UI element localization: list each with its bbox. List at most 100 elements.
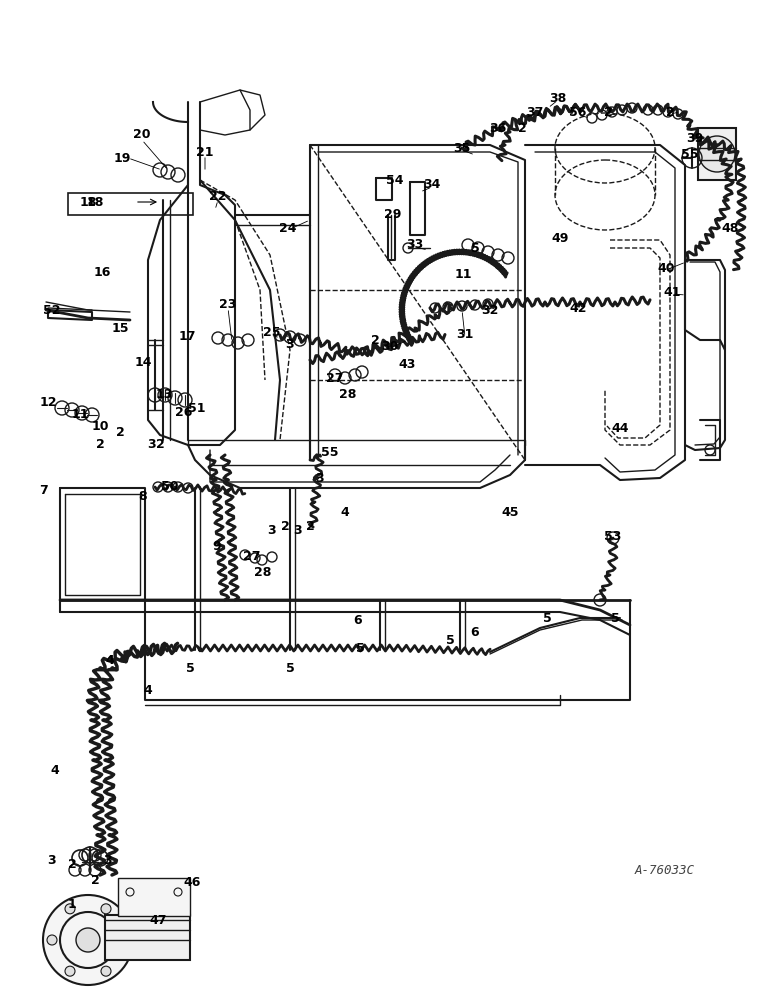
- Bar: [105, 915, 190, 960]
- Text: 11: 11: [71, 408, 89, 422]
- Text: 3: 3: [285, 338, 294, 352]
- Text: 42: 42: [569, 302, 587, 314]
- Text: 38: 38: [549, 92, 566, 104]
- Text: 30: 30: [381, 340, 399, 354]
- Text: 16: 16: [94, 265, 111, 278]
- Circle shape: [65, 904, 75, 914]
- Text: 25: 25: [264, 326, 281, 338]
- Text: 5: 5: [285, 662, 294, 674]
- Text: 49: 49: [551, 232, 569, 244]
- Bar: [118, 878, 190, 916]
- Text: 2: 2: [68, 858, 76, 871]
- Text: 6: 6: [353, 613, 363, 626]
- Text: 2: 2: [518, 121, 527, 134]
- Text: 27: 27: [326, 371, 344, 384]
- Text: 20: 20: [133, 128, 151, 141]
- Text: 2: 2: [665, 105, 675, 118]
- Text: 39: 39: [686, 131, 704, 144]
- Text: 36: 36: [489, 121, 507, 134]
- Text: 52: 52: [43, 304, 61, 316]
- Text: 12: 12: [39, 395, 57, 408]
- Text: 4: 4: [51, 764, 59, 776]
- Text: 5: 5: [356, 642, 364, 654]
- Text: 10: 10: [91, 420, 108, 434]
- Text: 4: 4: [144, 684, 152, 696]
- Text: 43: 43: [399, 359, 416, 371]
- Circle shape: [43, 895, 133, 985]
- Text: 54: 54: [386, 174, 404, 186]
- Text: 5: 5: [611, 611, 619, 624]
- Text: 45: 45: [502, 506, 519, 518]
- Bar: [68, 193, 193, 215]
- Circle shape: [101, 966, 111, 976]
- Text: 18: 18: [87, 196, 104, 209]
- Text: 29: 29: [385, 209, 402, 222]
- Text: 19: 19: [113, 151, 131, 164]
- Text: 56: 56: [569, 105, 587, 118]
- Text: 2: 2: [306, 520, 314, 534]
- Text: 3: 3: [147, 438, 156, 452]
- Text: 5: 5: [470, 241, 480, 254]
- Text: 2: 2: [370, 334, 379, 347]
- Text: 46: 46: [183, 876, 200, 890]
- Text: 44: 44: [612, 422, 629, 434]
- Text: 2: 2: [90, 874, 99, 886]
- Text: 2: 2: [115, 426, 124, 438]
- Text: 31: 31: [456, 328, 473, 342]
- Circle shape: [101, 904, 111, 914]
- Text: 50: 50: [161, 481, 179, 493]
- Text: 2: 2: [281, 520, 289, 534]
- Text: 21: 21: [197, 145, 214, 158]
- Text: 48: 48: [722, 222, 739, 234]
- Text: 32: 32: [481, 304, 498, 316]
- Text: 55: 55: [681, 148, 699, 161]
- Text: 8: 8: [139, 490, 147, 504]
- Text: 7: 7: [39, 484, 48, 496]
- Text: 22: 22: [209, 190, 227, 204]
- Text: 24: 24: [279, 222, 296, 234]
- Circle shape: [699, 136, 735, 172]
- Text: 53: 53: [604, 530, 622, 544]
- Text: 18: 18: [80, 196, 97, 209]
- Text: 28: 28: [254, 566, 271, 578]
- Text: 15: 15: [112, 322, 129, 334]
- Text: 28: 28: [339, 388, 356, 401]
- Text: 51: 51: [188, 401, 206, 414]
- Circle shape: [65, 966, 75, 976]
- Circle shape: [76, 928, 100, 952]
- Text: 33: 33: [406, 238, 424, 251]
- Text: 17: 17: [179, 330, 196, 344]
- Text: 1: 1: [68, 898, 76, 912]
- Text: 4: 4: [105, 654, 115, 666]
- Text: 4: 4: [341, 506, 349, 518]
- Text: 3: 3: [316, 472, 324, 485]
- Bar: [698, 128, 736, 180]
- Text: 26: 26: [176, 406, 193, 420]
- Text: 23: 23: [219, 298, 236, 312]
- Text: 3: 3: [48, 854, 56, 866]
- Text: 9: 9: [213, 540, 222, 554]
- Text: 47: 47: [149, 914, 167, 926]
- Text: 3: 3: [104, 854, 112, 866]
- Text: 11: 11: [454, 268, 472, 282]
- Text: A-76033C: A-76033C: [635, 863, 695, 876]
- Circle shape: [47, 935, 57, 945]
- Text: 41: 41: [663, 286, 681, 298]
- Text: 34: 34: [424, 178, 441, 192]
- Text: 2: 2: [96, 438, 105, 452]
- Text: 40: 40: [658, 261, 675, 274]
- Text: 2: 2: [604, 105, 612, 118]
- Text: 55: 55: [321, 446, 339, 458]
- Text: 6: 6: [470, 626, 480, 639]
- Text: 5: 5: [445, 634, 455, 647]
- Text: 3: 3: [268, 524, 276, 536]
- Text: 13: 13: [155, 388, 172, 401]
- Circle shape: [119, 935, 129, 945]
- Text: 2: 2: [156, 438, 165, 452]
- Text: 37: 37: [526, 105, 544, 118]
- Text: 5: 5: [186, 662, 194, 674]
- Text: 27: 27: [243, 550, 261, 564]
- Text: 3: 3: [294, 524, 303, 536]
- Text: 5: 5: [543, 611, 551, 624]
- Text: 14: 14: [134, 356, 152, 368]
